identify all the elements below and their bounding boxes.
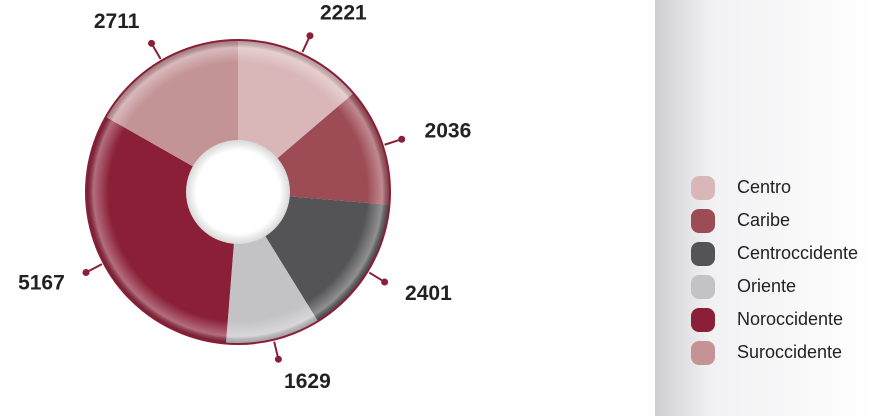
- legend-swatch: [691, 275, 715, 299]
- value-label: 5167: [18, 271, 65, 294]
- leader-dot: [306, 32, 314, 40]
- legend-swatch: [691, 308, 715, 332]
- legend-label: Oriente: [737, 276, 796, 296]
- donut-hole: [186, 140, 290, 244]
- value-label: 1629: [284, 370, 331, 393]
- legend-label: Centroccidente: [737, 243, 858, 263]
- legend-swatch: [691, 341, 715, 365]
- value-label: 2036: [425, 119, 472, 142]
- leader-dot: [82, 269, 90, 277]
- legend-label: Centro: [737, 177, 791, 197]
- leader-dot: [398, 135, 406, 143]
- legend: Centro Caribe Centroccidente Oriente Norocci…: [691, 176, 858, 365]
- donut: 2221 2036 2401 1629 5167 2711: [18, 2, 471, 394]
- value-label: 2401: [405, 282, 452, 305]
- value-label: 2711: [94, 10, 140, 33]
- value-label: 2221: [320, 2, 367, 25]
- legend-label: Suroccidente: [737, 342, 842, 362]
- leader-dot: [274, 355, 282, 363]
- legend-swatch: [691, 209, 715, 233]
- legend-label: Noroccidente: [737, 309, 843, 329]
- legend-swatch: [691, 176, 715, 200]
- leader-dot: [381, 278, 389, 286]
- leader-dot: [148, 39, 156, 47]
- legend-label: Caribe: [737, 210, 790, 230]
- legend-swatch: [691, 242, 715, 266]
